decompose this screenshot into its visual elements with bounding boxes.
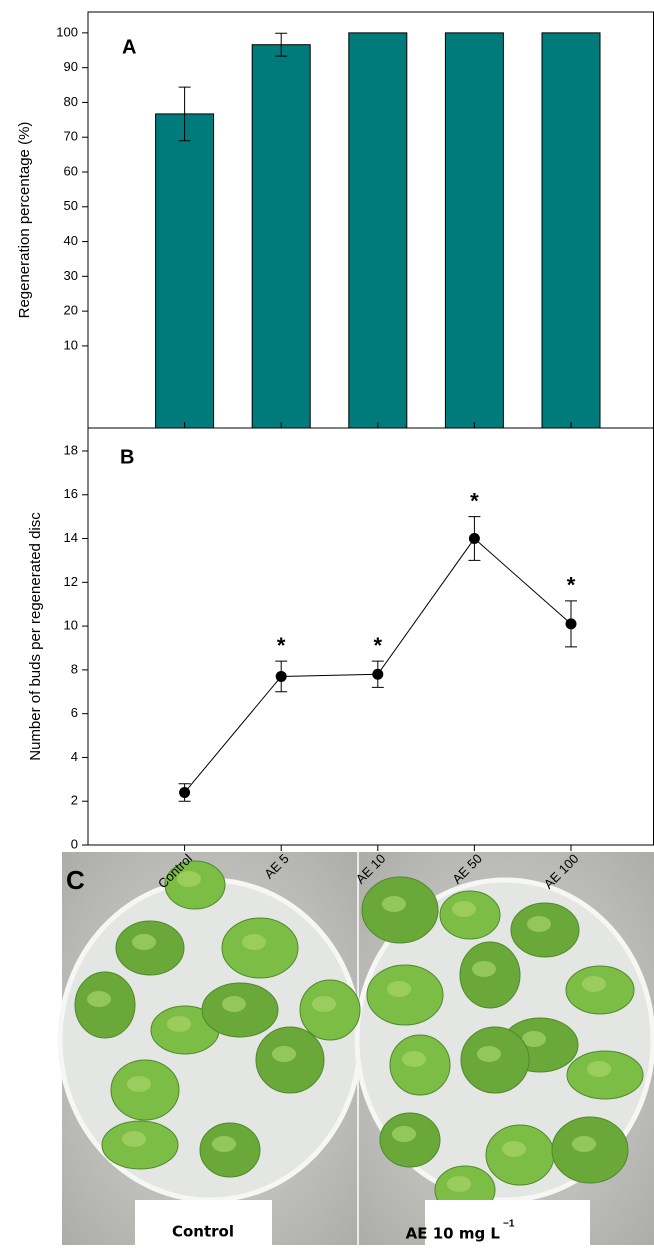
error-bar: [275, 660, 288, 693]
explant-highlight: [272, 1046, 296, 1062]
explant-highlight: [582, 976, 606, 992]
explant-highlight: [587, 1061, 611, 1077]
y-tick-label: 30: [64, 268, 78, 283]
y-tick-label: 80: [64, 94, 78, 109]
explant-highlight: [472, 961, 496, 977]
bar: [251, 44, 311, 429]
y-tick-label: 100: [56, 24, 78, 39]
y-tick-label: 60: [64, 163, 78, 178]
explant-highlight: [382, 896, 406, 912]
panel-label: C: [66, 865, 85, 895]
error-bar: [178, 783, 191, 802]
error-bar: [468, 516, 481, 561]
explant-highlight: [132, 934, 156, 950]
explant-highlight: [177, 871, 201, 887]
y-tick-label: 16: [64, 486, 78, 501]
caption: AE 10 mg L: [406, 1225, 501, 1243]
y-tick-label: 10: [64, 337, 78, 352]
y-axis-title: Regeneration percentage (%): [16, 122, 33, 319]
significance-mark: *: [470, 488, 479, 513]
bar: [444, 32, 504, 429]
caption-superscript: −1: [503, 1219, 515, 1230]
explant-highlight: [312, 996, 336, 1012]
explant-highlight: [167, 1016, 191, 1032]
panel-label: A: [122, 36, 136, 58]
bar: [348, 32, 408, 429]
y-tick-label: 70: [64, 129, 78, 144]
explant-highlight: [502, 1141, 526, 1157]
significance-mark: *: [374, 633, 383, 658]
explant-highlight: [522, 1031, 546, 1047]
y-tick-label: 50: [64, 198, 78, 213]
y-tick-label: 12: [64, 574, 78, 589]
significance-mark: *: [277, 633, 286, 658]
explant-highlight: [122, 1131, 146, 1147]
caption-box: [425, 1200, 590, 1245]
y-tick-label: 0: [71, 836, 78, 851]
y-tick-label: 6: [71, 705, 78, 720]
explants: [74, 860, 644, 1215]
explant-highlight: [527, 916, 551, 932]
bar: [541, 32, 601, 429]
explant-highlight: [447, 1176, 471, 1192]
y-tick-label: 90: [64, 59, 78, 74]
significance-mark: *: [567, 573, 576, 598]
y-tick-label: 40: [64, 233, 78, 248]
bar: [155, 113, 215, 429]
y-tick-label: 4: [71, 749, 78, 764]
y-tick-label: 10: [64, 618, 78, 633]
explant-highlight: [127, 1076, 151, 1092]
axes-frame: [87, 427, 654, 846]
error-bar: [565, 600, 577, 648]
explant-highlight: [242, 934, 266, 950]
explant-highlight: [392, 1126, 416, 1142]
explant-highlight: [222, 996, 246, 1012]
explant-highlight: [572, 1136, 596, 1152]
error-bar: [275, 32, 288, 57]
caption-box: [135, 1200, 272, 1245]
y-tick-label: 2: [71, 793, 78, 808]
photo-panel: Control AE 10 mg L −1 C: [57, 852, 654, 1245]
y-axis-title: Number of buds per regenerated disc: [27, 512, 44, 761]
error-bar: [178, 86, 191, 142]
y-tick-label: 14: [64, 530, 78, 545]
explant-highlight: [212, 1136, 236, 1152]
panel-label: B: [120, 446, 134, 468]
explant-highlight: [402, 1051, 426, 1067]
explant-highlight: [87, 991, 111, 1007]
y-tick-label: 18: [64, 442, 78, 457]
caption: Control: [172, 1223, 234, 1241]
y-tick-label: 20: [64, 303, 78, 318]
explant-highlight: [452, 901, 476, 917]
explant-highlight: [387, 981, 411, 997]
explant-highlight: [477, 1046, 501, 1062]
error-bar: [371, 660, 384, 688]
y-tick-label: 8: [71, 661, 78, 676]
